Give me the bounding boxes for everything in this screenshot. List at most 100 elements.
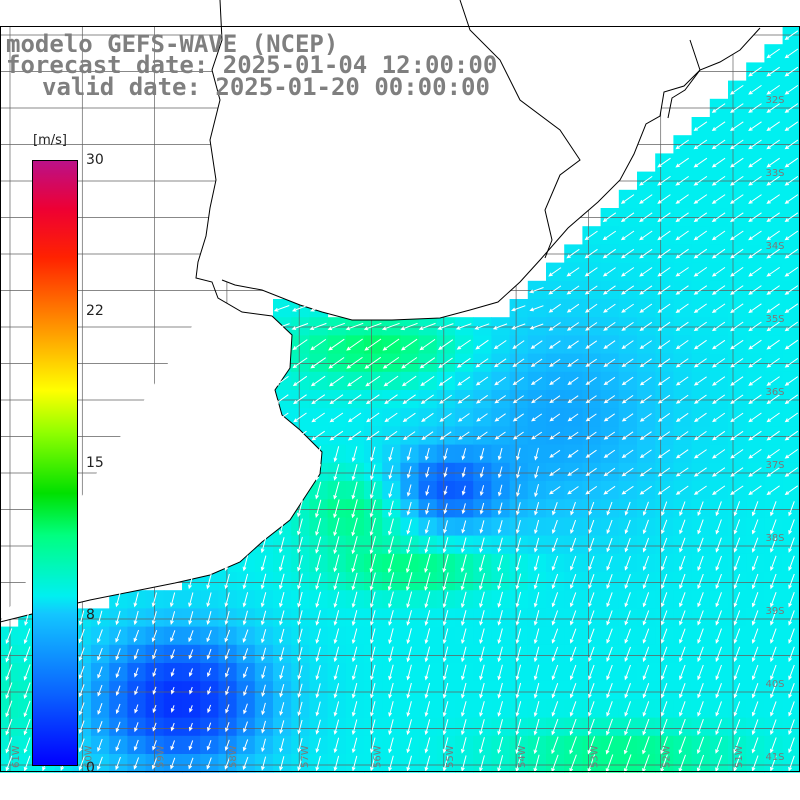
- wind-arrow: [351, 591, 358, 608]
- wind-arrow: [788, 664, 795, 681]
- wind-arrow: [661, 537, 668, 553]
- wind-arrow: [242, 648, 249, 661]
- wind-arrow: [642, 592, 650, 608]
- wind-arrow: [679, 646, 686, 663]
- wind-arrow: [479, 591, 485, 608]
- wind-arrow: [696, 736, 705, 754]
- wind-arrow: [697, 555, 704, 571]
- wind-arrow: [5, 737, 13, 754]
- wind-arrow: [366, 430, 380, 441]
- wind-arrow: [730, 303, 744, 314]
- wind-arrow: [425, 485, 430, 496]
- wind-arrow: [494, 413, 506, 422]
- wind-arrow: [188, 740, 194, 751]
- wind-arrow: [297, 719, 303, 735]
- wind-arrow: [460, 591, 467, 609]
- wind-arrow: [424, 536, 431, 554]
- wind-arrow: [78, 684, 85, 698]
- wind-arrow: [584, 303, 598, 313]
- wind-arrow: [97, 647, 103, 661]
- wind-arrow: [439, 412, 452, 422]
- wind-arrow: [675, 303, 689, 313]
- wind-arrow: [497, 610, 503, 626]
- wind-arrow: [260, 610, 267, 626]
- wind-arrow: [515, 664, 522, 681]
- wind-arrow: [242, 573, 249, 590]
- wind-arrow: [567, 413, 579, 422]
- wind-arrow: [766, 448, 780, 459]
- wind-arrow: [388, 755, 394, 772]
- wind-arrow: [382, 338, 400, 351]
- wind-arrow: [770, 573, 777, 590]
- wind-arrow: [370, 664, 376, 681]
- wind-arrow: [621, 303, 634, 313]
- wind-arrow: [712, 430, 726, 441]
- wind-arrow: [729, 84, 744, 95]
- wind-arrow: [551, 664, 559, 681]
- latitude-label: 37S: [765, 460, 784, 471]
- wind-arrow: [566, 285, 580, 295]
- wind-arrow: [333, 481, 340, 500]
- wind-arrow: [715, 628, 722, 644]
- wind-arrow: [151, 611, 157, 625]
- wind-arrow: [402, 431, 416, 441]
- wind-arrow: [461, 610, 467, 626]
- colorbar-tick-8: 8: [86, 607, 95, 623]
- wind-arrow: [748, 194, 762, 204]
- wind-arrow: [370, 719, 376, 736]
- wind-arrow: [406, 484, 412, 497]
- wind-arrow: [97, 629, 103, 644]
- wind-arrow: [585, 449, 597, 458]
- wind-arrow: [310, 357, 326, 369]
- wind-arrow: [515, 646, 522, 663]
- wind-arrow: [418, 322, 436, 330]
- wind-arrow: [588, 519, 595, 534]
- wind-arrow: [751, 737, 759, 754]
- wind-arrow: [788, 719, 795, 735]
- wind-arrow: [297, 665, 303, 680]
- wind-arrow: [788, 755, 795, 772]
- wind-arrow: [365, 375, 381, 387]
- colorbar: [32, 160, 78, 766]
- wind-arrow: [515, 718, 522, 736]
- wind-arrow: [788, 501, 795, 517]
- wind-arrow: [788, 646, 795, 663]
- wind-arrow: [642, 736, 650, 755]
- wind-arrow: [512, 413, 524, 422]
- wind-arrow: [693, 121, 708, 132]
- latitude-label: 35S: [765, 314, 784, 325]
- wind-arrow: [369, 482, 376, 500]
- wind-arrow: [388, 664, 394, 681]
- wind-arrow: [369, 591, 376, 609]
- wind-arrow: [515, 537, 522, 553]
- wind-arrow: [711, 376, 726, 386]
- wind-arrow: [766, 194, 780, 204]
- wind-arrow: [279, 628, 285, 644]
- wind-arrow: [570, 537, 577, 553]
- wind-arrow: [693, 285, 708, 295]
- wind-arrow: [766, 230, 780, 241]
- wind-arrow: [293, 412, 307, 423]
- wind-arrow: [766, 285, 780, 295]
- wind-arrow: [243, 721, 248, 733]
- wind-arrow: [551, 736, 559, 755]
- wind-arrow: [406, 646, 412, 663]
- wind-arrow: [515, 682, 522, 699]
- wind-arrow: [475, 339, 489, 350]
- wind-arrow: [711, 212, 726, 223]
- wind-arrow: [548, 340, 561, 349]
- wind-arrow: [639, 431, 652, 440]
- wind-arrow: [788, 610, 795, 626]
- wind-arrow: [188, 757, 194, 770]
- wind-arrow: [730, 339, 744, 350]
- colorbar-tick-30: 30: [86, 152, 104, 168]
- wind-arrow: [443, 485, 448, 496]
- wind-arrow: [784, 157, 799, 168]
- wind-arrow: [225, 704, 230, 714]
- wind-arrow: [548, 303, 561, 313]
- wind-arrow: [642, 574, 650, 590]
- wind-arrow: [406, 701, 412, 717]
- wind-arrow: [333, 536, 340, 555]
- wind-arrow: [567, 486, 579, 495]
- wind-arrow: [620, 248, 635, 259]
